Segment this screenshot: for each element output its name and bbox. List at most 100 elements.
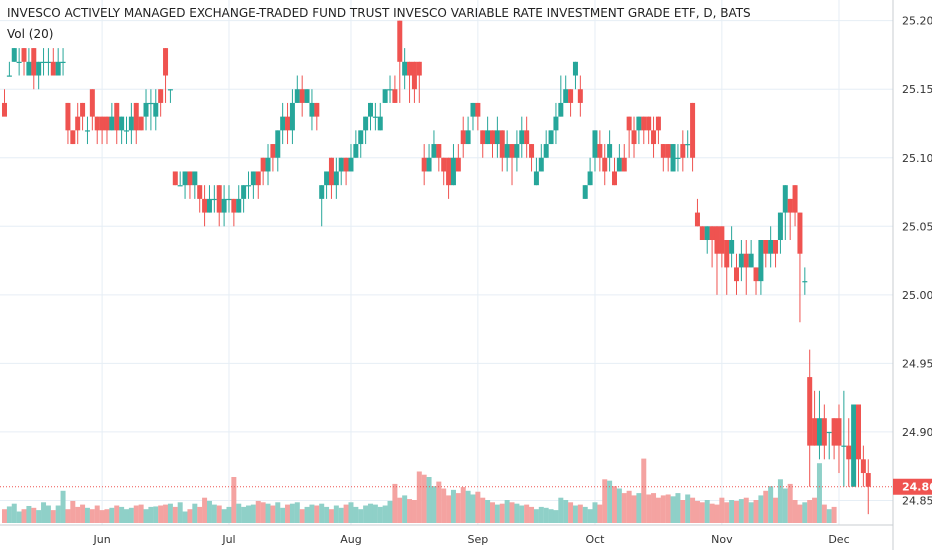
candle-body: [392, 89, 398, 103]
volume-bar: [568, 502, 574, 523]
volume-bar: [821, 504, 827, 523]
volume-bar: [563, 500, 569, 523]
candle-body: [821, 418, 827, 446]
candle-body: [319, 185, 325, 199]
volume-bar: [265, 503, 271, 523]
candle-body: [411, 61, 417, 90]
volume-bar: [241, 506, 247, 523]
candle-body: [685, 144, 691, 146]
volume-bar: [221, 509, 227, 523]
candle-body: [21, 48, 27, 62]
volume-bar: [797, 504, 803, 523]
candle-body: [655, 116, 661, 131]
candle-body: [206, 198, 212, 213]
volume-bar: [304, 506, 310, 523]
x-tick-label: Sep: [467, 533, 488, 546]
candle-body: [241, 185, 247, 199]
candle-body: [612, 171, 617, 186]
candle-body: [70, 130, 76, 145]
volume-bar: [480, 497, 486, 523]
volume-bar: [328, 509, 334, 523]
candle-body: [841, 445, 847, 447]
volume-bar: [343, 504, 349, 523]
volume-bar: [309, 504, 315, 523]
volume-bar: [226, 506, 232, 523]
candle-body: [138, 116, 144, 131]
y-tick-label: 25.00: [902, 289, 932, 302]
volume-bar: [504, 500, 510, 523]
candle-body: [807, 377, 813, 446]
volume-bar: [338, 507, 344, 523]
x-tick-label: Dec: [828, 533, 849, 546]
candle-body: [514, 144, 520, 158]
last-price-label: 24.86: [902, 481, 932, 494]
volume-bar: [597, 504, 603, 523]
volume-bar: [416, 471, 422, 523]
candle-body: [338, 157, 344, 172]
candle-body: [572, 61, 578, 76]
candle-body: [499, 130, 505, 158]
candle-body: [358, 130, 364, 145]
volume-bar: [680, 500, 686, 523]
volume-bar: [690, 497, 696, 523]
volume-bar: [16, 511, 22, 523]
volume-bar: [607, 480, 613, 523]
candle-body: [45, 61, 51, 64]
candle-body: [490, 130, 495, 145]
candle-body: [153, 102, 159, 117]
candle-body: [441, 157, 447, 172]
volume-bar: [250, 504, 256, 523]
candle-body: [436, 144, 442, 158]
volume-bar: [612, 486, 617, 523]
candle-body: [568, 89, 574, 103]
volume-bar: [94, 505, 100, 523]
candle-body: [294, 89, 300, 103]
candle-body: [65, 102, 71, 131]
volume-bar: [99, 510, 105, 523]
candle-body: [309, 102, 315, 117]
candle-body: [743, 253, 749, 268]
volume-bar: [109, 507, 115, 523]
volume-bar: [45, 505, 51, 523]
candle-body: [104, 116, 110, 131]
volume-bar: [119, 506, 125, 523]
volume-bar: [407, 499, 413, 523]
candle-body: [314, 102, 320, 117]
x-tick-label: Jul: [221, 533, 235, 546]
volume-bar: [802, 502, 808, 523]
candle-body: [675, 157, 681, 159]
volume-bar: [743, 497, 749, 523]
volume-bar: [299, 509, 305, 523]
candle-body: [285, 116, 291, 131]
candle-body: [128, 116, 134, 131]
candle-body: [714, 226, 720, 254]
volume-bar: [182, 511, 188, 523]
candle-body: [304, 89, 310, 103]
candle-body: [363, 116, 369, 131]
volume-bar: [787, 483, 793, 523]
candle-body: [724, 240, 730, 268]
candle-body: [84, 130, 90, 132]
candle-body: [851, 404, 857, 487]
volume-bar: [133, 505, 139, 523]
volume-bar: [582, 506, 588, 523]
candle-body: [377, 116, 383, 131]
candle-body: [187, 171, 193, 186]
candle-body: [636, 116, 642, 131]
volume-bar: [636, 493, 642, 523]
volume-bar: [285, 504, 291, 523]
volume-bar: [89, 509, 95, 523]
candle-body: [602, 157, 608, 172]
candle-body: [167, 89, 173, 91]
candle-body: [158, 89, 164, 103]
volume-bar: [694, 500, 700, 523]
volume-bar: [734, 500, 739, 523]
volume-bar: [294, 502, 300, 523]
volume-bar: [431, 486, 437, 523]
candle-body: [792, 185, 798, 213]
candle-body: [450, 157, 456, 186]
volume-bar: [138, 504, 144, 523]
candle-body: [372, 116, 378, 118]
candle-body: [734, 267, 739, 282]
